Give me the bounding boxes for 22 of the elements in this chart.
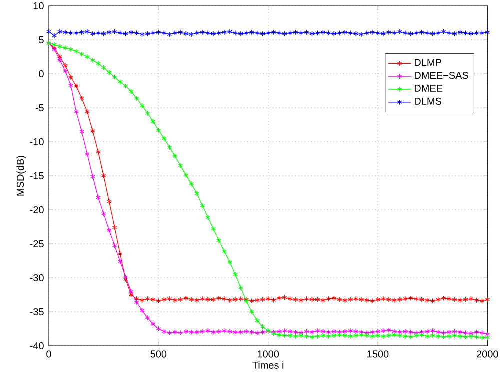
y-tick-label: -40 <box>30 342 44 350</box>
y-tick-label: 0 <box>39 70 44 78</box>
y-axis-title: MSD(dB) <box>16 156 26 196</box>
x-tick-label: 1000 <box>258 350 280 358</box>
y-tick-label: -35 <box>30 308 44 316</box>
x-tick-label: 500 <box>150 350 167 358</box>
y-tick-label: -10 <box>30 138 44 146</box>
x-axis-title: Times i <box>252 362 284 369</box>
legend-label: DLMP <box>414 59 442 66</box>
y-tick-label: 10 <box>34 2 44 10</box>
x-tick-label: 1500 <box>368 350 389 358</box>
legend-label: DMEE−SAS <box>414 72 468 80</box>
y-tick-label: -5 <box>36 104 44 112</box>
y-tick-label: 5 <box>39 36 44 44</box>
y-tick-label: -25 <box>30 240 44 248</box>
legend-label: DMEE <box>414 85 443 92</box>
y-tick-label: -30 <box>30 274 44 282</box>
y-tick-label: -20 <box>30 206 44 214</box>
x-tick-label: 2000 <box>477 350 498 358</box>
legend-label: DLMS <box>414 98 442 106</box>
y-tick-label: -15 <box>30 172 44 180</box>
x-tick-label: 0 <box>46 350 52 358</box>
